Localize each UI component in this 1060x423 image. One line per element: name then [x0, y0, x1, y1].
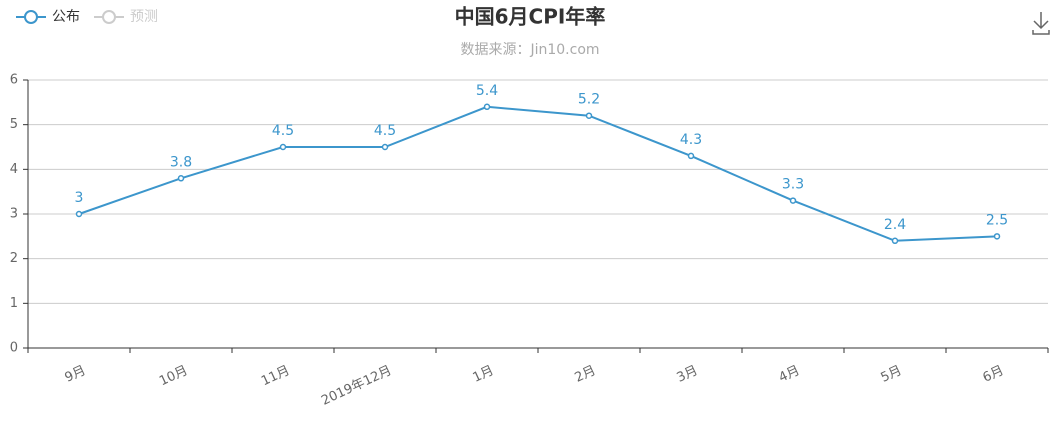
x-tick-label: 1月	[471, 363, 497, 386]
legend-item[interactable]: 公布	[16, 9, 80, 25]
chart-subtitle: 数据来源：Jin10.com	[460, 42, 599, 58]
download-icon[interactable]	[1032, 12, 1050, 35]
x-tick-label: 3月	[675, 363, 701, 386]
data-label: 2.5	[986, 212, 1008, 228]
x-tick-label: 10月	[157, 363, 190, 389]
data-point	[993, 233, 1001, 240]
data-point	[687, 152, 695, 160]
chart-title: 中国6月CPI年率	[455, 5, 606, 29]
y-tick-label: 3	[10, 207, 18, 222]
data-label: 3.3	[782, 177, 804, 193]
x-tick-label: 9月	[63, 363, 89, 386]
y-tick-label: 5	[10, 117, 18, 132]
data-label: 2.4	[884, 217, 906, 233]
data-point	[891, 237, 899, 245]
data-point	[75, 210, 83, 218]
y-tick-label: 2	[10, 251, 18, 266]
data-label: 4.5	[374, 123, 396, 139]
data-label: 4.3	[680, 132, 702, 148]
data-label: 5.4	[476, 83, 498, 99]
data-point	[789, 197, 797, 204]
data-label: 4.5	[272, 123, 294, 139]
legend-label: 公布	[52, 9, 80, 25]
y-tick-label: 1	[10, 296, 18, 311]
data-point	[585, 112, 593, 119]
x-tick-label: 11月	[259, 363, 292, 389]
download-glyph	[1032, 12, 1050, 35]
legend-marker	[24, 10, 38, 24]
y-tick-label: 4	[10, 162, 18, 177]
legend-marker	[102, 10, 116, 24]
data-point	[381, 143, 389, 151]
data-label: 3.8	[170, 154, 192, 170]
x-tick-label: 6月	[981, 363, 1007, 386]
data-label: 3	[75, 190, 84, 206]
series-line	[78, 105, 998, 242]
y-tick-label: 0	[10, 341, 18, 356]
legend-label: 预测	[130, 9, 158, 25]
x-tick-label: 5月	[879, 363, 905, 386]
data-point	[177, 175, 185, 182]
legend-item[interactable]: 预测	[94, 9, 158, 25]
data-point	[483, 103, 491, 111]
x-tick-label: 4月	[777, 363, 803, 386]
data-label: 5.2	[578, 92, 600, 108]
data-point	[279, 143, 287, 151]
y-tick-label: 6	[10, 73, 18, 88]
x-tick-label: 2019年12月	[319, 363, 394, 409]
x-tick-label: 2月	[573, 363, 599, 386]
